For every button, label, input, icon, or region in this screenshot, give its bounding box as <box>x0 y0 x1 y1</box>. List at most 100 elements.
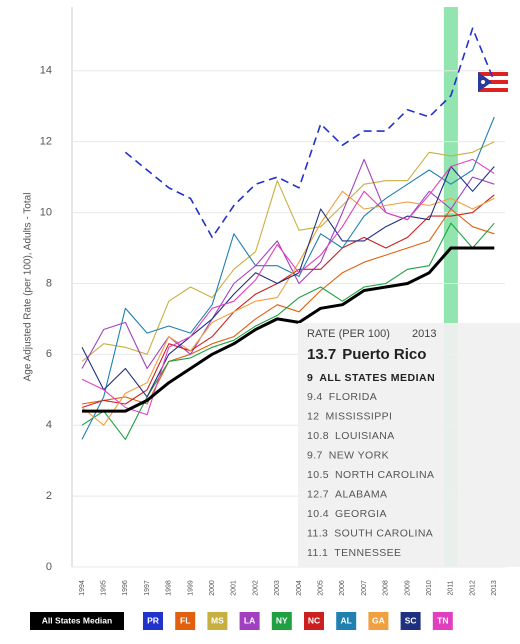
tooltip-name: NEW YORK <box>329 449 389 461</box>
legend-label: MS <box>211 615 224 625</box>
legend-swatch <box>207 612 228 630</box>
tooltip-value: 9.7 <box>307 449 323 461</box>
series-line <box>81 158 495 416</box>
x-tick-label: 2008 <box>383 580 390 596</box>
tooltip-value: 9 <box>307 372 313 384</box>
x-tick-label: 2004 <box>296 580 303 596</box>
y-tick-label: 10 <box>40 206 52 218</box>
tooltip-value: 10.8 <box>307 430 329 442</box>
x-tick-label: 1999 <box>187 580 194 596</box>
legend-label: NC <box>308 615 320 625</box>
tooltip-value: 10.5 <box>307 469 329 481</box>
tooltip-box <box>298 323 520 567</box>
series-line <box>81 158 495 370</box>
x-tick-label: 2007 <box>361 580 368 596</box>
legend-swatch <box>143 612 163 630</box>
x-tick-label: 2005 <box>318 580 325 596</box>
tooltip-value: 13.7 <box>307 346 336 363</box>
legend-swatch <box>368 612 389 630</box>
flag-star <box>481 80 485 84</box>
tooltip-name: LOUISIANA <box>335 430 395 442</box>
x-tick-label: 1996 <box>122 580 129 596</box>
tooltip-name: FLORIDA <box>329 391 377 403</box>
x-tick-label: 2009 <box>404 580 411 596</box>
y-tick-label: 12 <box>40 136 52 148</box>
y-tick-label: 8 <box>46 277 52 289</box>
series-line <box>124 27 496 239</box>
legend-label: TN <box>437 615 448 625</box>
tooltip-row: 10.4 GEORGIA <box>307 508 387 520</box>
tooltip-row: 9.4 FLORIDA <box>307 391 377 403</box>
tooltip-row: 11.3 SOUTH CAROLINA <box>307 527 433 539</box>
legend-swatch <box>432 612 453 630</box>
tooltip-row: 12 MISSISSIPPI <box>307 410 392 422</box>
legend-swatch <box>239 612 260 630</box>
tooltip-row: 9 ALL STATES MEDIAN <box>307 372 435 384</box>
x-tick-label: 1997 <box>144 580 151 596</box>
legend-swatch <box>271 612 292 630</box>
y-tick-label: 0 <box>46 561 52 573</box>
tooltip-value: 12.7 <box>307 488 329 500</box>
legend-label: GA <box>372 615 385 625</box>
legend-label: AL <box>341 615 352 625</box>
series-line <box>81 190 495 426</box>
x-tick-label: 2010 <box>426 580 433 596</box>
tooltip-row: 12.7 ALABAMA <box>307 488 387 500</box>
legend-label: LA <box>244 615 255 625</box>
x-tick-label: 1998 <box>166 580 173 596</box>
tooltip-row: 11.1 TENNESSEE <box>307 547 401 559</box>
x-tick-label: 2006 <box>339 580 346 596</box>
x-tick-label: 1994 <box>79 580 86 596</box>
tooltip-value: 10.4 <box>307 508 329 520</box>
flag-stripe <box>478 76 508 80</box>
legend-swatch <box>400 612 421 630</box>
x-tick-label: 2013 <box>491 580 498 596</box>
tooltip-name: Puerto Rico <box>342 346 426 363</box>
legend-label: PR <box>147 615 159 625</box>
tooltip-name: ALL STATES MEDIAN <box>319 372 435 384</box>
legend-swatch <box>30 612 124 630</box>
x-tick-label: 2003 <box>274 580 281 596</box>
tooltip-name: SOUTH CAROLINA <box>334 527 433 539</box>
legend-label: All States Median <box>42 615 112 625</box>
x-tick-label: 2012 <box>469 580 476 596</box>
flag-stripe <box>478 84 508 88</box>
x-tick-label: 2002 <box>252 580 259 596</box>
y-tick-label: 4 <box>46 419 52 431</box>
y-tick-label: 6 <box>46 348 52 360</box>
tooltip-year: 2013 <box>412 328 436 340</box>
series-line <box>81 141 495 362</box>
tooltip-value: 9.4 <box>307 391 323 403</box>
x-tick-label: 1995 <box>101 580 108 596</box>
series-line <box>81 116 495 440</box>
tooltip-value: 11.1 <box>307 547 328 559</box>
y-axis-label: Age Adjusted Rate (per 100), Adults - To… <box>23 193 34 382</box>
tooltip-heading: RATE (PER 100) <box>307 328 390 340</box>
legend-label: FL <box>180 615 190 625</box>
tooltip-row: 10.5 NORTH CAROLINA <box>307 469 434 481</box>
tooltip-row: 13.7 Puerto Rico <box>307 346 426 363</box>
tooltip-row: 10.8 LOUISIANA <box>307 430 395 442</box>
x-tick-label: 2011 <box>448 580 455 595</box>
tooltip-name: GEORGIA <box>335 508 387 520</box>
tooltip-name: NORTH CAROLINA <box>335 469 434 481</box>
legend-label: SC <box>405 615 417 625</box>
series-line <box>81 165 495 398</box>
series-line <box>82 246 495 413</box>
legend-swatch <box>175 612 196 630</box>
tooltip-value: 11.3 <box>307 527 328 539</box>
tooltip-name: ALABAMA <box>335 488 387 500</box>
tooltip-name: TENNESSEE <box>334 547 401 559</box>
legend-swatch <box>304 612 324 630</box>
tooltip-value: 12 <box>307 410 319 422</box>
x-tick-label: 2000 <box>209 580 216 596</box>
y-tick-label: 2 <box>46 490 52 502</box>
tooltip-row: 9.7 NEW YORK <box>307 449 389 461</box>
flag <box>478 72 508 92</box>
legend-swatch <box>336 612 357 630</box>
tooltip-name: MISSISSIPPI <box>325 410 392 422</box>
x-tick-label: 2001 <box>231 580 238 596</box>
legend-label: NY <box>276 615 288 625</box>
y-tick-label: 14 <box>40 65 52 77</box>
